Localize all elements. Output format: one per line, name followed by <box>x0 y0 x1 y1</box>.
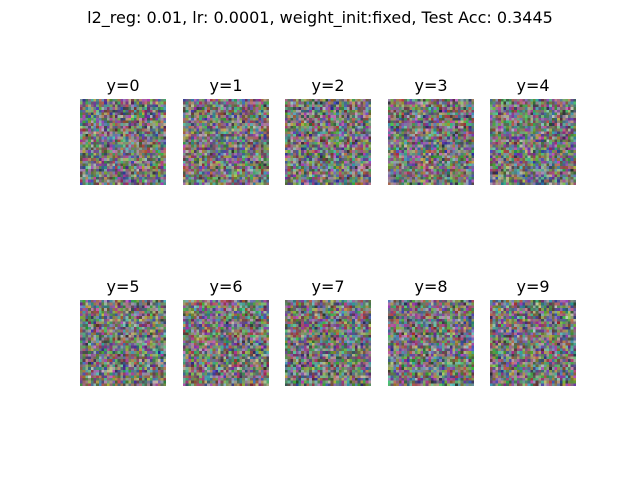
panel-label: y=8 <box>414 277 448 296</box>
weight-image <box>183 300 269 386</box>
weight-image <box>285 300 371 386</box>
panel-label: y=5 <box>106 277 140 296</box>
weight-image <box>285 99 371 185</box>
panel-label: y=7 <box>311 277 345 296</box>
weight-image <box>80 99 166 185</box>
weight-image <box>80 300 166 386</box>
panel-label: y=2 <box>311 76 345 95</box>
panel-label: y=4 <box>516 76 550 95</box>
panel-label: y=1 <box>209 76 243 95</box>
weight-image <box>388 99 474 185</box>
panel-label: y=9 <box>516 277 550 296</box>
weight-image <box>490 99 576 185</box>
weight-image <box>183 99 269 185</box>
figure-title: l2_reg: 0.01, lr: 0.0001, weight_init:fi… <box>87 8 553 27</box>
weight-image <box>388 300 474 386</box>
panel-label: y=0 <box>106 76 140 95</box>
weight-image <box>490 300 576 386</box>
panel-label: y=6 <box>209 277 243 296</box>
panel-label: y=3 <box>414 76 448 95</box>
